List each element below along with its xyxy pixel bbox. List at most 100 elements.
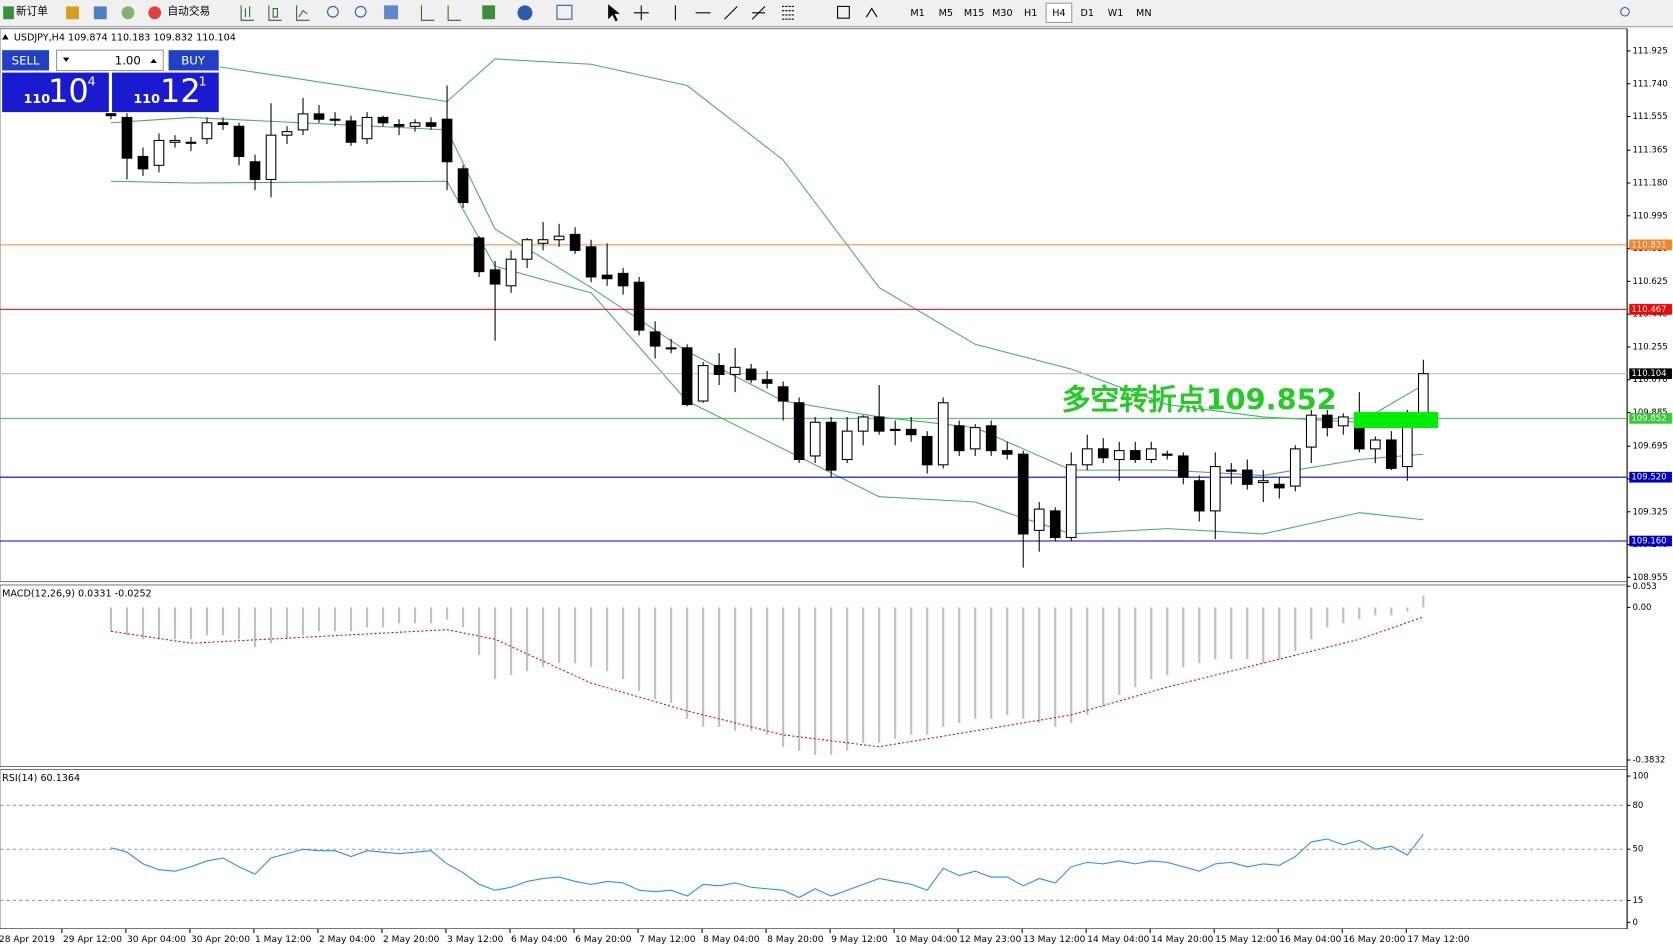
candle-body xyxy=(1129,450,1141,461)
candle-body xyxy=(1305,414,1317,448)
new-order-icon[interactable] xyxy=(3,6,14,20)
macd-bar xyxy=(1054,607,1057,727)
new-order-button[interactable]: 新订单 xyxy=(16,5,48,18)
macd-bar xyxy=(494,607,497,680)
trendline-tool[interactable] xyxy=(724,6,738,20)
timeframe-button[interactable]: M15 xyxy=(964,8,984,19)
cursor-tool[interactable] xyxy=(608,4,620,22)
x-tick-label: 29 Apr 12:00 xyxy=(63,935,122,945)
macd-bar xyxy=(750,607,753,731)
macd-bar xyxy=(413,607,417,624)
macd-bar xyxy=(1006,607,1009,715)
macd-bar xyxy=(510,607,513,676)
templates[interactable] xyxy=(556,4,573,20)
label-tool[interactable] xyxy=(837,5,850,19)
macd-bar xyxy=(622,607,625,680)
buy-price-box[interactable] xyxy=(112,72,219,113)
indicators[interactable] xyxy=(482,5,496,20)
macd-bar xyxy=(381,607,385,628)
macd-bar xyxy=(1150,607,1153,680)
candle-body xyxy=(953,425,965,452)
y-tick-label: 0.053 xyxy=(1632,582,1656,592)
buy-label[interactable]: BUY xyxy=(181,53,206,67)
bar-chart-tool[interactable] xyxy=(240,5,254,21)
x-tick-label: 12 May 23:00 xyxy=(959,935,1021,945)
x-tick-label: 14 May 20:00 xyxy=(1151,935,1213,945)
timeframe-button[interactable]: W1 xyxy=(1108,8,1124,19)
crosshair-tool[interactable] xyxy=(633,5,649,21)
candle-body xyxy=(729,366,741,375)
candle-body xyxy=(1401,421,1413,468)
candle-body xyxy=(537,239,549,244)
arrows-tool[interactable] xyxy=(865,7,878,18)
buy-button[interactable] xyxy=(168,50,219,71)
rsi-line xyxy=(110,834,1424,899)
x-tick-label: 8 May 20:00 xyxy=(767,935,824,945)
periods[interactable] xyxy=(517,5,533,21)
price-level-label: 110.104 xyxy=(1631,369,1666,379)
candle-body xyxy=(713,365,725,375)
macd-bar xyxy=(558,607,561,664)
timeframe-button[interactable]: MN xyxy=(1136,8,1151,19)
candle-body xyxy=(1081,448,1093,466)
candle-body xyxy=(1369,439,1381,450)
sell-price-box[interactable] xyxy=(2,72,109,113)
timeframe-button[interactable]: M1 xyxy=(910,8,924,19)
candle-body xyxy=(1417,373,1429,416)
timeframe-button[interactable]: H4 xyxy=(1052,8,1065,19)
timeframe-button[interactable]: D1 xyxy=(1080,8,1093,19)
candle-body xyxy=(473,237,485,273)
auto-trade-icon[interactable] xyxy=(148,6,162,20)
macd-bar xyxy=(1358,607,1361,620)
candle-body xyxy=(1001,450,1013,455)
x-tick-label: 6 May 04:00 xyxy=(511,935,568,945)
macd-bar xyxy=(478,607,481,656)
macd-bar xyxy=(1390,607,1393,616)
macd-bar xyxy=(445,607,449,620)
tool-icon[interactable] xyxy=(66,6,79,20)
macd-bar xyxy=(173,607,177,640)
candle-body xyxy=(217,122,229,126)
candle-body xyxy=(1113,450,1125,461)
timeframe-button[interactable]: M5 xyxy=(939,8,953,19)
line-chart-tool[interactable] xyxy=(296,5,310,21)
macd-bar xyxy=(1086,607,1089,715)
candle-body xyxy=(921,435,933,466)
candle-chart-tool[interactable] xyxy=(268,5,282,21)
tool-icon[interactable] xyxy=(93,6,107,20)
zoom-in[interactable] xyxy=(327,5,339,18)
candle-body xyxy=(441,118,453,163)
auto-trade-button[interactable]: 自动交易 xyxy=(168,5,211,18)
candle-body xyxy=(1337,416,1349,427)
candle-body xyxy=(153,139,165,166)
sell-label[interactable]: SELL xyxy=(12,53,40,67)
sell-button[interactable] xyxy=(2,50,50,71)
macd-bar xyxy=(1246,607,1249,660)
x-tick-label: 16 May 20:00 xyxy=(1343,935,1405,945)
timeframe-button[interactable]: H1 xyxy=(1024,8,1037,19)
tile-windows[interactable] xyxy=(384,5,398,20)
macd-bar xyxy=(702,607,705,727)
active-timeframe xyxy=(1045,2,1073,23)
tool-icon[interactable] xyxy=(121,6,135,20)
candle-body xyxy=(1193,480,1205,512)
search[interactable] xyxy=(1620,6,1630,17)
macd-bar xyxy=(125,607,129,636)
trade-panel: SELL 1.00 BUY 110 10 4 110 12 1 xyxy=(1,49,220,114)
lot-value[interactable]: 1.00 xyxy=(115,53,141,67)
fibo-tool[interactable] xyxy=(782,5,795,20)
macd-bar xyxy=(237,607,241,640)
scroll-tools[interactable] xyxy=(420,5,461,21)
macd-bar xyxy=(590,607,593,668)
macd-bar xyxy=(718,607,721,727)
macd-bar xyxy=(1102,607,1105,707)
candle-body xyxy=(937,402,949,466)
x-tick-label: 2 May 04:00 xyxy=(319,935,376,945)
price-level-label: 109.160 xyxy=(1631,537,1666,547)
channel-tool[interactable] xyxy=(751,6,766,20)
lot-input[interactable] xyxy=(56,49,164,71)
zoom-out[interactable] xyxy=(354,5,367,18)
y-tick-label: 80 xyxy=(1632,801,1643,811)
timeframe-button[interactable]: M30 xyxy=(992,8,1012,19)
